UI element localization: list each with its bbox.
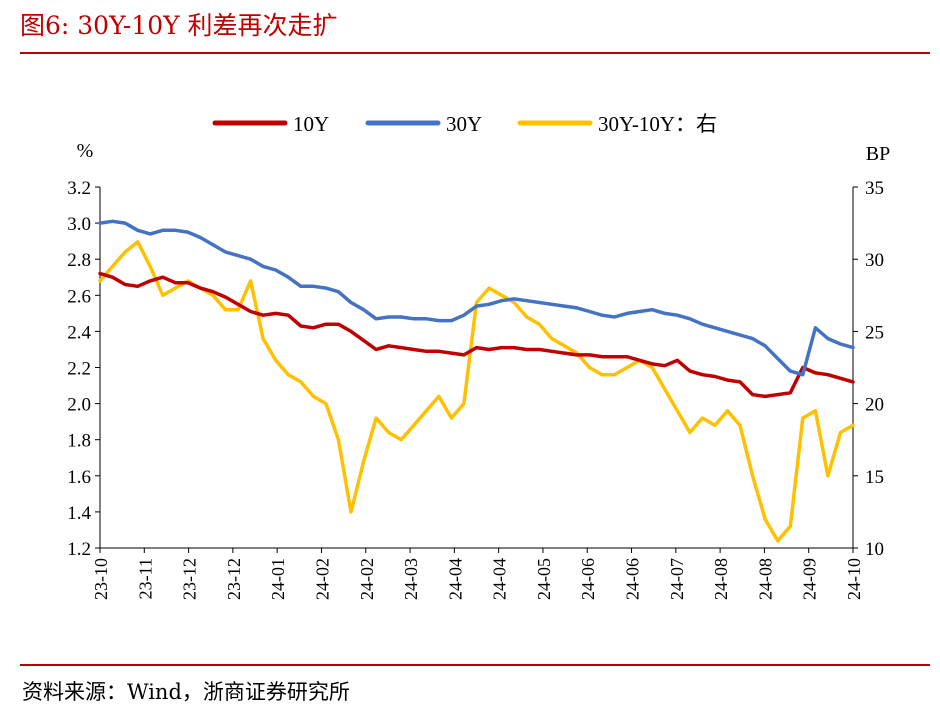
legend-label: 30Y-10Y：右 bbox=[598, 112, 717, 136]
left-tick-label: 1.8 bbox=[67, 431, 91, 452]
right-tick-label: 30 bbox=[865, 250, 884, 271]
x-tick-label: 24-02 bbox=[312, 558, 332, 600]
footer-rule bbox=[20, 664, 930, 666]
x-tick-label: 23-10 bbox=[91, 558, 111, 600]
right-tick-label: 25 bbox=[865, 322, 884, 343]
x-tick-label: 24-06 bbox=[578, 558, 598, 600]
x-tick-label: 24-06 bbox=[623, 558, 643, 600]
right-tick-label: 10 bbox=[865, 539, 884, 560]
right-axis-unit: BP bbox=[866, 143, 890, 165]
axes: 1.2 1.4 1.6 1.8 2.0 2.2 2.4 2.6 2.8 3.0 3.2 10 15 20 2… bbox=[67, 178, 884, 600]
x-tick-label: 24-05 bbox=[534, 558, 554, 600]
title-rule bbox=[20, 52, 930, 54]
x-tick-label: 24-04 bbox=[445, 558, 465, 600]
figure-title: 图6: 30Y-10Y 利差再次走扩 bbox=[20, 11, 338, 40]
right-tick-label: 20 bbox=[865, 395, 884, 416]
left-tick-label: 1.2 bbox=[67, 539, 91, 560]
left-tick-label: 2.4 bbox=[67, 322, 91, 343]
left-tick-label: 1.4 bbox=[67, 503, 91, 524]
legend-label: 30Y bbox=[446, 112, 482, 136]
series-line-10y bbox=[98, 271, 855, 399]
series-line-spread bbox=[98, 240, 855, 543]
legend: 10Y 30Y 30Y-10Y：右 bbox=[212, 112, 717, 136]
legend-label: 10Y bbox=[293, 112, 329, 136]
source-note: 资料来源：Wind，浙商证券研究所 bbox=[22, 680, 350, 704]
x-tick-label: 24-09 bbox=[800, 558, 820, 600]
left-axis-unit: % bbox=[77, 140, 94, 162]
x-tick-label: 24-01 bbox=[268, 558, 288, 600]
right-tick-label: 15 bbox=[865, 467, 884, 488]
x-tick-label: 24-07 bbox=[667, 558, 687, 600]
left-tick-label: 2.0 bbox=[67, 395, 91, 416]
x-tick-label: 24-02 bbox=[357, 558, 377, 600]
left-tick-label: 2.2 bbox=[67, 359, 91, 380]
series-line-30y bbox=[98, 219, 855, 377]
x-tick-label: 24-10 bbox=[844, 558, 864, 600]
x-tick-label: 23-12 bbox=[224, 558, 244, 600]
left-tick-label: 2.6 bbox=[67, 286, 91, 307]
plot-area bbox=[98, 219, 855, 543]
x-tick-label: 24-03 bbox=[401, 558, 421, 600]
right-tick-label: 35 bbox=[865, 178, 884, 199]
x-tick-label: 24-08 bbox=[755, 558, 775, 600]
x-tick-label: 24-08 bbox=[711, 558, 731, 600]
x-tick-label: 24-04 bbox=[490, 558, 510, 600]
left-tick-label: 2.8 bbox=[67, 250, 91, 271]
left-tick-label: 3.0 bbox=[67, 214, 91, 235]
line-chart: 10Y 30Y 30Y-10Y：右 % BP 1.2 1.4 1.6 1.8 2.0 2.2 2… bbox=[67, 112, 890, 600]
x-tick-label: 23-11 bbox=[135, 558, 155, 599]
x-tick-label: 23-12 bbox=[180, 558, 200, 600]
left-tick-label: 3.2 bbox=[67, 178, 91, 199]
left-tick-label: 1.6 bbox=[67, 467, 91, 488]
